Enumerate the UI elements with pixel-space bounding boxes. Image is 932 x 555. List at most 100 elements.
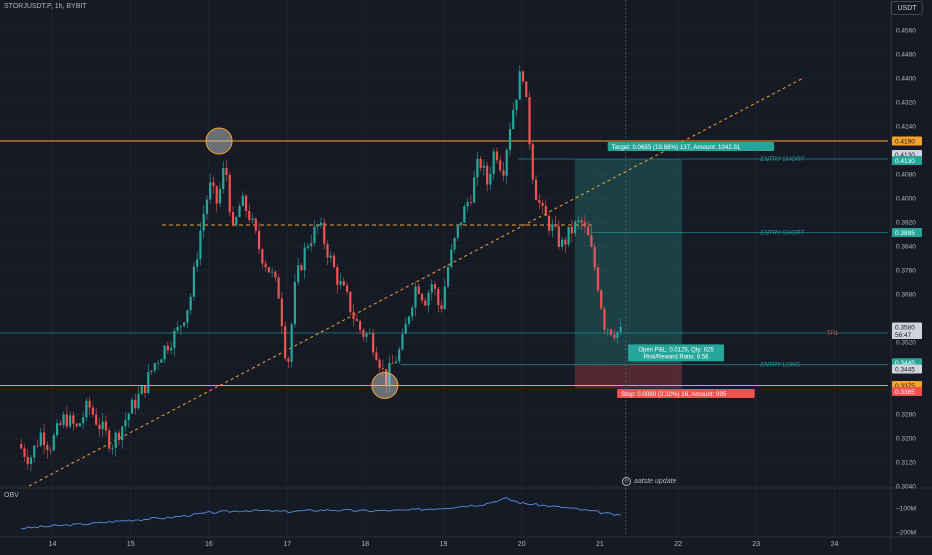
- candle-body: [508, 128, 512, 151]
- candle-body: [401, 333, 404, 350]
- candle-body: [170, 348, 173, 351]
- entry-long-label: ENTRY LONG: [760, 362, 800, 369]
- candle-body: [388, 363, 391, 386]
- candle-body: [482, 165, 486, 168]
- candle-body: [127, 413, 130, 421]
- candle-body: [55, 423, 59, 436]
- candle-body: [95, 414, 98, 425]
- position-loss-zone: [574, 364, 683, 389]
- update-note[interactable]: ◷ aatste update: [622, 477, 676, 486]
- candle-body: [248, 210, 251, 220]
- highlight-circle-1: [205, 127, 233, 155]
- candle-body: [450, 249, 453, 268]
- candle-body: [355, 319, 358, 321]
- candle-body: [205, 199, 209, 214]
- candle-body: [241, 195, 244, 207]
- candle-body: [78, 423, 81, 427]
- candle-body: [538, 200, 541, 203]
- candle-body: [440, 305, 443, 309]
- price-tick: 0.3840: [896, 244, 916, 251]
- candle-body: [143, 386, 147, 394]
- candle-body: [199, 230, 202, 260]
- price-tag-4-bg: [892, 228, 922, 237]
- candle-body: [189, 296, 192, 311]
- candle-body: [39, 432, 42, 446]
- candle-body: [284, 326, 287, 359]
- candle-body: [473, 177, 476, 203]
- candle-body: [121, 426, 124, 441]
- candle-body: [456, 224, 459, 238]
- candle-body: [42, 432, 46, 446]
- price-tag-8: 0.3445: [895, 367, 915, 374]
- candle-body: [75, 423, 78, 427]
- candle-body: [26, 456, 29, 465]
- candle-body: [557, 226, 560, 247]
- candle-body: [385, 368, 388, 386]
- candle-body: [36, 445, 39, 447]
- price-tick: 0.4240: [896, 124, 916, 131]
- risk-reward-label: Risk/Reward Ratio: 8.56: [644, 354, 709, 360]
- candle-body: [52, 435, 55, 451]
- candle-body: [531, 144, 534, 180]
- candle-body: [225, 167, 228, 176]
- candle-body: [183, 322, 186, 326]
- candle-body: [590, 235, 593, 247]
- candle-body: [300, 265, 303, 270]
- candle-body: [91, 407, 95, 415]
- candle-body: [72, 415, 75, 424]
- candle-body: [267, 267, 270, 273]
- candles: [20, 65, 622, 472]
- candle-body: [430, 284, 433, 293]
- candle-body: [583, 222, 587, 227]
- price-tag-3-bg: [892, 156, 922, 165]
- candle-body: [271, 271, 274, 273]
- currency-button[interactable]: USDT: [891, 1, 923, 15]
- candle-body: [502, 170, 505, 176]
- open-pl-box: [628, 344, 725, 362]
- price-tag-5-bg: [892, 322, 922, 332]
- candle-body: [606, 329, 609, 331]
- candle-body: [577, 220, 580, 222]
- price-tag-10: 0.3365: [895, 389, 915, 396]
- candle-body: [499, 160, 502, 171]
- candle-body: [98, 424, 101, 430]
- time-tick: 19: [440, 541, 448, 548]
- candle-body: [173, 330, 176, 349]
- candle-body: [541, 202, 544, 206]
- candle-body: [463, 206, 466, 223]
- candle-body: [163, 345, 166, 360]
- price-tick: 0.3760: [896, 268, 916, 275]
- price-tag-4: 0.3885: [895, 230, 915, 237]
- time-tick: 15: [127, 541, 135, 548]
- time-tick: 17: [283, 541, 291, 548]
- tp1-label: TP1: [827, 330, 838, 337]
- candle-body: [319, 222, 323, 226]
- candle-body: [287, 358, 290, 362]
- candle-body: [179, 325, 182, 327]
- candle-body: [391, 363, 394, 364]
- candle-body: [238, 206, 241, 218]
- candle-body: [427, 292, 430, 306]
- candle-body: [521, 71, 525, 82]
- price-tick: 0.3040: [896, 484, 916, 491]
- candle-body: [453, 237, 456, 250]
- position-profit-zone: [574, 159, 683, 365]
- candle-body: [534, 179, 538, 201]
- candle-body: [495, 151, 499, 161]
- candle-body: [166, 345, 169, 351]
- price-tag-3: 0.4130: [895, 158, 915, 165]
- candle-body: [209, 182, 212, 200]
- candle-body: [274, 271, 277, 278]
- candle-body: [111, 447, 114, 449]
- price-tick: 0.4400: [896, 76, 916, 83]
- candle-body: [349, 291, 352, 313]
- candle-body: [375, 352, 378, 360]
- candle-body: [345, 285, 349, 292]
- obv-indicator-label[interactable]: OBV: [4, 492, 19, 499]
- candle-body: [46, 445, 49, 451]
- candle-body: [394, 361, 398, 364]
- candle-body: [479, 158, 482, 168]
- target-label-bg: [607, 142, 775, 151]
